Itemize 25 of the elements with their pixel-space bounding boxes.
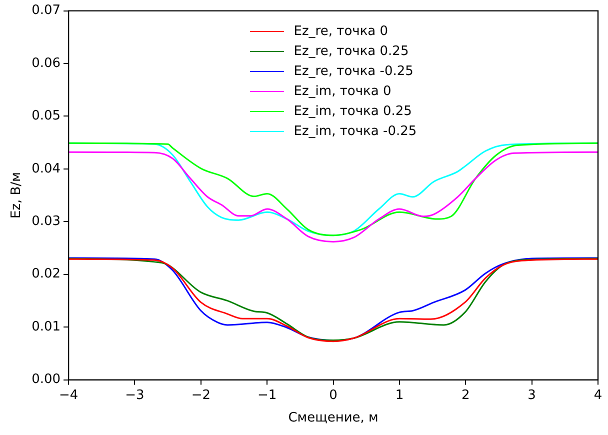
x-tick-label: 0 (329, 388, 338, 403)
x-tick-label: −2 (191, 388, 210, 403)
y-tick-label: 0.01 (32, 319, 61, 334)
y-tick-label: 0.03 (32, 214, 61, 230)
legend-label: Ez_re, точка 0 (294, 24, 388, 40)
legend-label: Ez_im, точка -0.25 (294, 124, 417, 140)
y-tick-label: 0.05 (32, 108, 61, 124)
x-tick-label: 3 (528, 388, 536, 403)
x-tick-label: 4 (594, 388, 602, 403)
y-tick-label: 0.04 (32, 161, 61, 176)
y-axis-title: Ez, В/м (9, 172, 24, 219)
legend-label: Ez_re, точка -0.25 (294, 64, 414, 80)
x-tick-label: 1 (395, 388, 404, 403)
legend-label: Ez_im, точка 0 (294, 84, 392, 100)
y-tick-label: 0.02 (32, 266, 61, 282)
x-tick-label: −1 (258, 388, 277, 403)
x-tick-label: −4 (58, 388, 78, 403)
x-tick-label: 2 (461, 388, 470, 403)
x-axis-title: Смещение, м (288, 410, 378, 426)
legend-label: Ez_re, точка 0.25 (294, 44, 409, 60)
x-tick-label: −3 (125, 388, 144, 403)
y-tick-label: 0.00 (32, 372, 61, 388)
y-tick-label: 0.06 (32, 56, 61, 71)
y-tick-label: 0.07 (32, 3, 61, 18)
legend-label: Ez_im, точка 0.25 (294, 104, 412, 120)
